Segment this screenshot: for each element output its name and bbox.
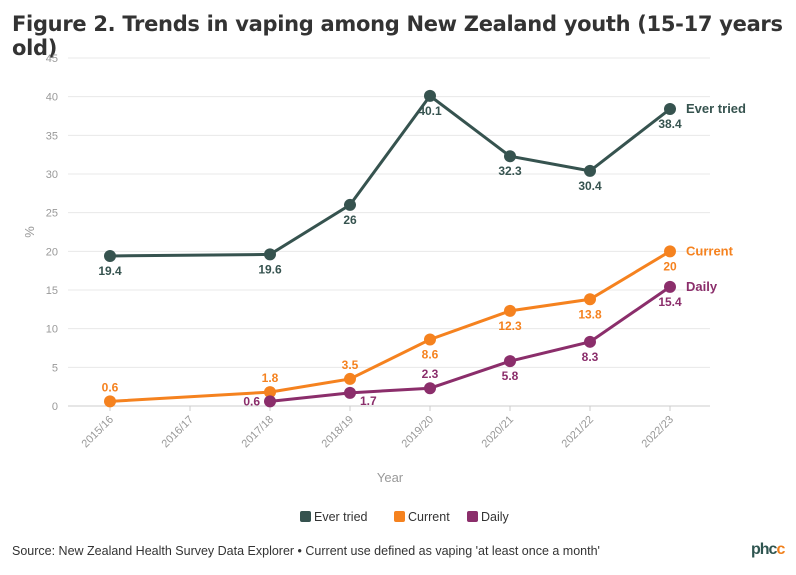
daily-series-label: Daily: [686, 279, 718, 294]
x-axis-label: Year: [377, 470, 404, 485]
y-tick-label: 30: [46, 169, 58, 181]
daily-line: [269, 285, 671, 403]
y-tick-label: 35: [46, 130, 58, 142]
current-series-label: Current: [686, 243, 734, 258]
legend-swatch-daily: [467, 511, 478, 522]
chart-title: Figure 2. Trends in vaping among New Zea…: [12, 12, 783, 60]
phcc-logo: phcc: [751, 541, 785, 558]
current-point: [264, 386, 276, 399]
daily-data-label: 1.7: [360, 394, 377, 408]
daily-point: [584, 335, 596, 348]
x-tick-label: 2017/18: [240, 414, 277, 451]
ever-tried-line: [109, 93, 671, 258]
x-tick-label: 2015/16: [80, 414, 117, 451]
ever-tried-point: [344, 198, 356, 211]
current-point: [664, 245, 676, 258]
current-data-label: 3.5: [342, 358, 359, 372]
ever-tried-data-label: 40.1: [418, 104, 442, 118]
current-data-label: 13.8: [578, 307, 602, 321]
y-tick-label: 40: [46, 92, 58, 104]
ever-tried-point: [504, 150, 516, 163]
current-point: [584, 293, 596, 306]
daily-point: [664, 280, 676, 293]
y-tick-label: 45: [46, 53, 58, 65]
daily-data-label: 0.6: [243, 394, 260, 408]
ever-tried-data-label: 19.4: [98, 264, 122, 278]
ever-tried-data-label: 26: [343, 213, 357, 227]
ever-tried-data-label: 19.6: [258, 262, 282, 276]
source-note: Source: New Zealand Health Survey Data E…: [12, 544, 600, 558]
y-tick-label: 5: [52, 362, 58, 374]
daily-data-label: 2.3: [422, 367, 439, 381]
ever-tried-point: [664, 103, 676, 116]
y-tick-label: 20: [46, 246, 58, 258]
daily-data-label: 15.4: [658, 295, 682, 309]
y-tick-label: 0: [52, 401, 58, 413]
current-data-label: 12.3: [498, 319, 522, 333]
legend-item-current: Current: [408, 510, 450, 524]
daily-point: [344, 386, 356, 399]
legend-swatch-current: [394, 511, 405, 522]
x-tick-label: 2016/17: [160, 414, 197, 451]
legend-swatch-ever-tried: [300, 511, 311, 522]
current-line: [109, 250, 671, 403]
y-tick-label: 15: [46, 285, 58, 297]
ever-tried-data-label: 30.4: [578, 179, 602, 193]
daily-data-label: 8.3: [582, 350, 599, 364]
line-chart: 0 5 10 15 20 25 30 35 40 45 2015/16 2016/17 2017/18 2…: [22, 53, 746, 524]
daily-data-label: 5.8: [502, 369, 519, 383]
ever-tried-point: [424, 89, 436, 102]
x-tick-label: 2018/19: [320, 414, 357, 451]
daily-point: [504, 355, 516, 368]
y-tick-label: 25: [46, 208, 58, 220]
x-tick-label: 2021/22: [560, 414, 597, 451]
x-tick-label: 2019/20: [400, 414, 437, 451]
ever-tried-series-label: Ever tried: [686, 101, 746, 116]
current-data-label: 1.8: [262, 371, 279, 385]
y-tick-label: 10: [46, 324, 58, 336]
current-data-label: 8.6: [422, 347, 439, 361]
legend-item-ever-tried: Ever tried: [314, 510, 368, 524]
current-point: [344, 372, 356, 385]
daily-point: [264, 395, 276, 408]
ever-tried-point: [264, 248, 276, 261]
current-point: [504, 304, 516, 317]
current-data-label: 20: [663, 259, 677, 273]
x-tick-label: 2022/23: [640, 414, 677, 451]
ever-tried-data-label: 38.4: [658, 117, 682, 131]
current-data-label: 0.6: [102, 380, 119, 394]
current-point: [424, 333, 436, 346]
ever-tried-point: [104, 249, 116, 262]
x-tick-label: 2020/21: [480, 414, 517, 451]
legend-item-daily: Daily: [481, 510, 510, 524]
current-point: [104, 395, 116, 408]
ever-tried-data-label: 32.3: [498, 164, 522, 178]
daily-point: [424, 382, 436, 395]
ever-tried-point: [584, 164, 596, 177]
y-axis-label: %: [22, 226, 37, 238]
